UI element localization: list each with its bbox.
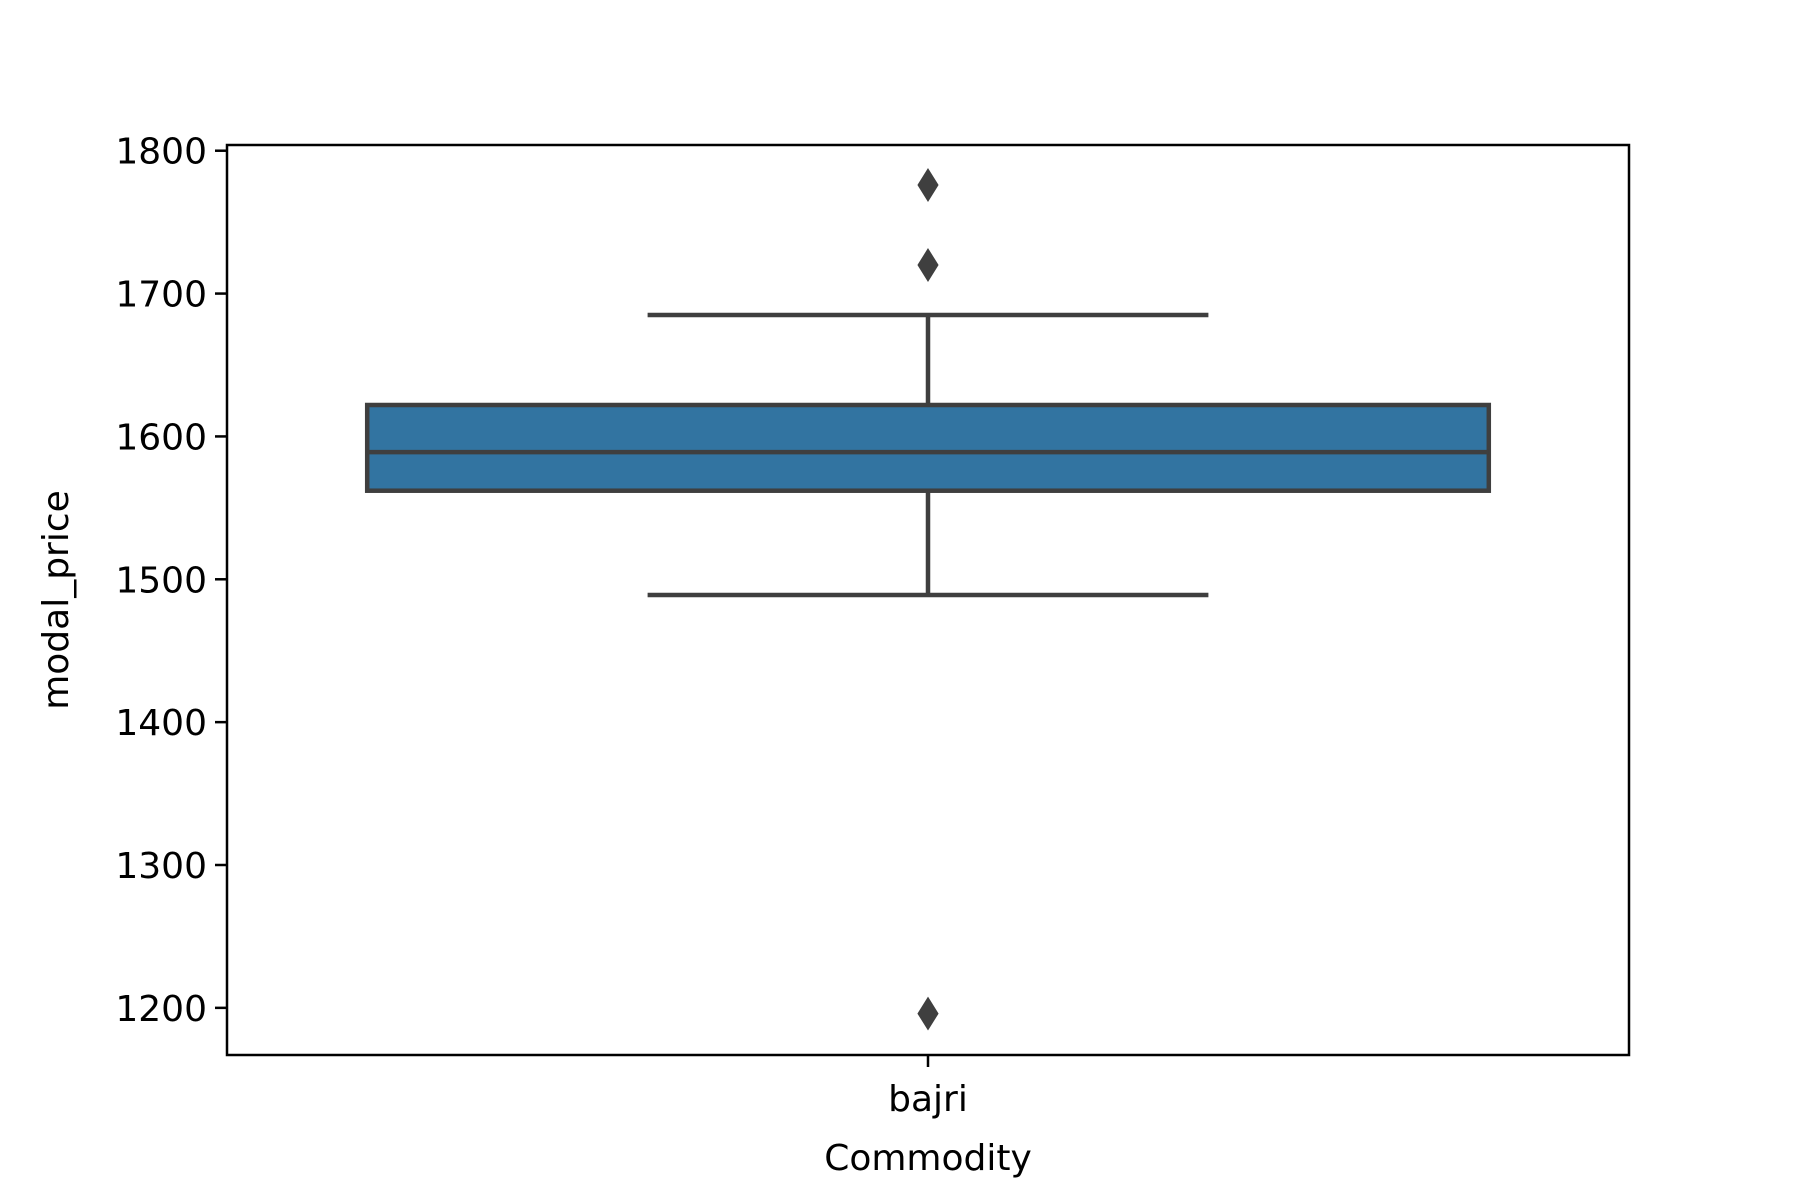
box-plot-marks: [364, 168, 1492, 1031]
y-axis-ticks: 1200 1300 1400 1500 1600 1700 1800: [115, 132, 227, 1030]
y-tick-label: 1400: [115, 703, 207, 744]
x-axis-ticks: bajri: [888, 1055, 968, 1120]
outlier-point: [917, 248, 939, 282]
x-axis-label: Commodity: [824, 1138, 1032, 1179]
y-tick-label: 1700: [115, 275, 207, 316]
y-tick-label: 1200: [115, 989, 207, 1030]
outlier-point: [917, 168, 939, 202]
y-tick-label: 1800: [115, 132, 207, 173]
y-axis-label: modal_price: [36, 490, 77, 710]
y-tick-label: 1300: [115, 846, 207, 887]
y-tick-label: 1600: [115, 417, 207, 458]
y-tick-label: 1500: [115, 560, 207, 601]
outlier-point: [917, 996, 939, 1031]
x-tick-label: bajri: [888, 1079, 968, 1120]
iqr-box: [364, 402, 1492, 493]
